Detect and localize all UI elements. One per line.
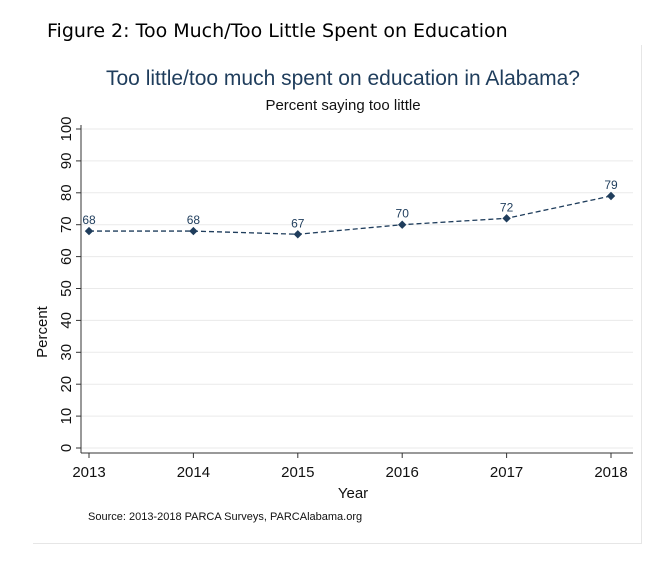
x-tick-label: 2013	[72, 464, 105, 481]
axes	[76, 125, 633, 458]
data-label: 68	[187, 213, 201, 227]
chart-subtitle: Percent saying too little	[265, 97, 420, 114]
y-tick-label: 30	[58, 344, 75, 361]
y-axis-title: Percent	[34, 305, 51, 358]
y-tick-label: 90	[58, 153, 75, 170]
y-tick-label: 50	[58, 280, 75, 297]
data-point	[293, 230, 302, 239]
data-point	[84, 226, 94, 236]
x-tick-label: 2016	[386, 464, 419, 481]
y-tick-label: 80	[58, 184, 75, 201]
x-tick-label: 2015	[281, 464, 314, 481]
line-chart: Too little/too much spent on education i…	[34, 67, 633, 523]
y-tick-label: 10	[58, 408, 75, 425]
source-note: Source: 2013-2018 PARCA Surveys, PARCAla…	[88, 511, 362, 523]
chart-panel: Too little/too much spent on education i…	[33, 45, 642, 544]
data-label: 72	[500, 200, 514, 214]
chart-title: Too little/too much spent on education i…	[106, 67, 580, 90]
x-axis-title: Year	[338, 485, 368, 502]
y-tick-label: 0	[58, 444, 75, 452]
data-labels: 68 68 67 70 72 79	[82, 178, 618, 230]
y-tick-label: 60	[58, 248, 75, 265]
y-tick-label: 20	[58, 376, 75, 393]
x-tick-label: 2014	[177, 464, 210, 481]
y-tick-label: 100	[58, 116, 75, 141]
x-tick-labels: 2013 2014 2015 2016 2017 2018	[72, 464, 627, 481]
y-tick-labels: 0 10 20 30 40 50 60 70 80 90 100	[58, 116, 75, 452]
figure-heading: Figure 2: Too Much/Too Little Spent on E…	[47, 20, 508, 42]
x-tick-label: 2017	[490, 464, 523, 481]
series-layer	[84, 191, 616, 239]
x-tick-label: 2018	[594, 464, 627, 481]
data-label: 70	[396, 207, 410, 221]
data-label: 68	[82, 213, 96, 227]
data-label: 79	[604, 178, 618, 192]
y-tick-label: 70	[58, 216, 75, 233]
data-point	[398, 220, 407, 229]
series-line	[89, 195, 612, 235]
data-point	[502, 214, 511, 223]
gridlines	[81, 128, 633, 449]
data-label: 67	[291, 216, 305, 230]
data-point	[189, 226, 198, 236]
y-tick-label: 40	[58, 312, 75, 329]
data-point	[606, 191, 616, 201]
